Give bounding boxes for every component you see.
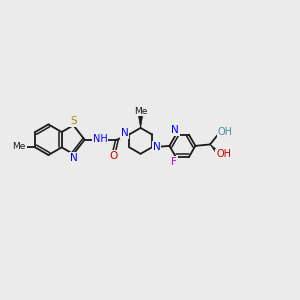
Text: S: S [70,116,77,126]
Text: N: N [121,128,128,138]
Text: N: N [153,142,160,152]
Polygon shape [139,116,142,128]
Text: Me: Me [13,142,26,151]
Polygon shape [210,144,220,154]
Text: N: N [70,153,78,163]
Text: Me: Me [134,106,147,116]
Text: N: N [172,125,179,135]
Text: F: F [171,157,177,167]
Text: OH: OH [216,149,231,159]
Text: O: O [110,151,118,161]
Text: NH: NH [93,134,108,144]
Text: OH: OH [217,127,232,137]
